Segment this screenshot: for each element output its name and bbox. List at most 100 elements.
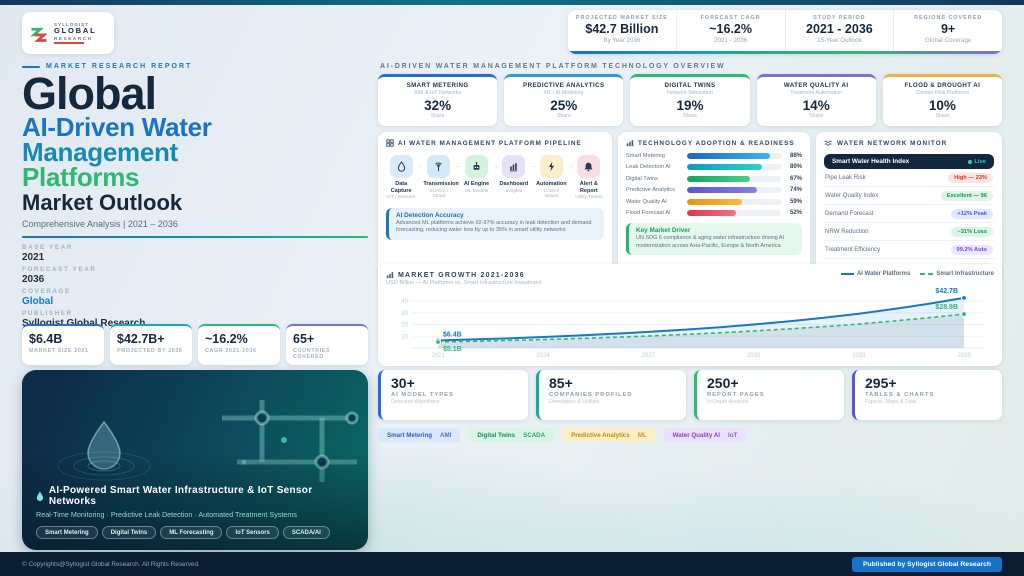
monitor-panel: WATER NETWORK MONITOR Smart Water Health…: [816, 132, 1002, 283]
tech-card-digital-twins: DIGITAL TWINS Network Simulation 19% Sha…: [630, 74, 750, 126]
title-line-market-outlook: Market Outlook: [22, 190, 183, 215]
footer-bar: © Copyrights@Syllogist Global Research. …: [0, 552, 1024, 576]
svg-text:2030: 2030: [747, 353, 761, 359]
pipeline-heading: AI WATER MANAGEMENT PLATFORM PIPELINE: [398, 139, 582, 147]
tech-card-value: 19%: [676, 98, 704, 113]
status-badge: +12% Peak: [951, 208, 993, 219]
scope-stat-ai-models: 30+ AI MODEL TYPES Detection Algorithms: [378, 370, 528, 420]
tech-card-name: WATER QUALITY AI: [783, 82, 849, 89]
key-market-driver-note: Key Market Driver UN SDG 6 compliance & …: [626, 223, 802, 256]
health-index-bar: Smart Water Health Index Live: [824, 154, 994, 169]
tech-card-sub: AMI & IoT Networks: [414, 90, 462, 96]
adoption-bar-row: Digital Twins 67%: [626, 175, 802, 182]
left-column: SYLLOGIST GLOBAL RESEARCH MARKET RESEARC…: [22, 12, 368, 552]
chart-icon: [386, 272, 394, 279]
report-scope-stats: 30+ AI MODEL TYPES Detection Algorithms …: [378, 370, 1002, 420]
bars-icon: [626, 140, 634, 147]
hero-chip: Digital Twins: [101, 526, 157, 539]
arrow-icon: →: [416, 163, 424, 170]
published-by-button[interactable]: Published by Syllogist Global Research: [851, 556, 1002, 572]
tech-card-name: PREDICTIVE ANALYTICS: [523, 82, 605, 89]
hero-title: AI-Powered Smart Water Infrastructure & …: [48, 485, 313, 507]
adoption-bar-row: Flood Forecast AI 52%: [626, 210, 802, 216]
waves-icon: [824, 140, 832, 146]
stat-label: PROJECTED BY 2036: [117, 348, 183, 354]
tech-card-smart-metering: SMART METERING AMI & IoT Networks 32% Sh…: [378, 74, 498, 126]
tech-card-predictive-analytics: PREDICTIVE ANALYTICS ML / AI Modeling 25…: [504, 74, 624, 126]
meta-value: 2036: [22, 274, 45, 285]
header-stat-sub: 2021 - 2036: [714, 37, 748, 44]
logo-name-mid: GLOBAL: [54, 26, 97, 36]
title-line-global: Global: [22, 68, 157, 119]
status-badge: High — 23%: [948, 172, 993, 183]
tech-card-value: 25%: [550, 98, 578, 113]
arrow-icon: →: [491, 163, 499, 170]
tech-card-share: Share: [935, 113, 950, 119]
svg-text:2024: 2024: [537, 353, 551, 359]
meta-label: COVERAGE: [22, 288, 71, 295]
tech-card-value: 14%: [802, 98, 830, 113]
svg-text:10: 10: [401, 334, 408, 340]
bell-icon: [584, 162, 593, 172]
adoption-bar-row: Leak Detection AI 80%: [626, 164, 802, 170]
copyright-text: © Copyrights@Syllogist Global Research. …: [22, 560, 200, 568]
meta-value-publisher: Syllogist Global Research: [22, 318, 368, 329]
monitor-row: NRW Reduction −31% Loss: [824, 223, 994, 241]
syllogist-logo-icon: [30, 27, 48, 42]
droplet-icon: [397, 161, 405, 172]
stat-card-projected: $42.7B+ PROJECTED BY 2036: [110, 324, 192, 365]
header-stat-value: ~16.2%: [709, 22, 752, 36]
status-badge: −31% Loss: [951, 226, 993, 237]
meta-value: 2021: [22, 252, 45, 263]
meta-label: BASE YEAR: [22, 244, 74, 251]
svg-text:2036: 2036: [957, 353, 971, 359]
svg-text:$5.1B: $5.1B: [443, 346, 462, 353]
chart-title: MARKET GROWTH 2021-2036: [398, 271, 525, 279]
pipeline-steps: Data Capture IoT / Sensors → Transm: [386, 155, 604, 201]
antenna-icon: [435, 162, 443, 172]
svg-text:20: 20: [401, 323, 408, 329]
stat-label: MARKET SIZE 2021: [29, 348, 89, 354]
logo-rule: [54, 42, 84, 44]
bar-chart-icon: [510, 163, 518, 172]
svg-text:2033: 2033: [852, 353, 866, 359]
arrow-icon: →: [529, 163, 537, 170]
stat-value: ~16.2%: [205, 332, 248, 346]
hero-chip: SCADA/AI: [282, 526, 330, 539]
droplet-icon: [36, 491, 44, 501]
scope-stat-companies: 85+ COMPANIES PROFILED Developers & Util…: [536, 370, 686, 420]
title-line-management: Management: [22, 137, 178, 167]
monitor-row: Water Quality Index Excellent — 96: [824, 187, 994, 205]
header-stat-sub: Global Coverage: [924, 37, 972, 44]
hero-panel: AI-Powered Smart Water Infrastructure & …: [22, 370, 368, 550]
lightning-icon: [548, 161, 555, 172]
tag-water-quality-ai: Water Quality AI IoT: [663, 428, 747, 442]
stat-value: $6.4B: [29, 332, 63, 346]
pipeline-step-transmission: Transmission SCADA / Cloud: [423, 155, 459, 200]
header-stat-sub: 15-Year Outlook: [817, 37, 862, 44]
monitor-row: Pipe Leak Risk High — 23%: [824, 169, 994, 187]
scope-stat-tables: 295+ TABLES & CHARTS Figures, Maps & Dat…: [852, 370, 1002, 420]
tech-card-water-quality-ai: WATER QUALITY AI Treatment Automation 14…: [756, 74, 876, 126]
adoption-bar-row: Smart Metering 88%: [626, 152, 802, 159]
title-line-ai-driven-water: AI-Driven Water: [22, 112, 212, 142]
tech-card-share: Share: [682, 113, 698, 119]
legend-swatch-dashed: [920, 273, 934, 275]
adoption-bars: Smart Metering 88% Leak Detection AI 80%…: [626, 152, 802, 216]
meta-label: PUBLISHER: [22, 310, 73, 317]
market-growth-panel: MARKET GROWTH 2021-2036 USD Billion — AI…: [378, 264, 1002, 366]
stat-card-market-size: $6.4B MARKET SIZE 2021: [22, 324, 104, 365]
chart-subtitle: USD Billion — AI Platforms vs. Smart Inf…: [386, 280, 542, 286]
hero-chip: Smart Metering: [36, 526, 98, 539]
hero-subtitle: Real-Time Monitoring · Predictive Leak D…: [36, 510, 297, 519]
section-label: AI-DRIVEN WATER MANAGEMENT PLATFORM TECH…: [380, 63, 726, 70]
header-stat-label: PROJECTED MARKET SIZE: [575, 15, 668, 21]
stat-value: 65+: [293, 332, 315, 346]
tag-smart-metering: Smart Metering AMI: [378, 428, 461, 442]
monitor-row: Demand Forecast +12% Peak: [824, 205, 994, 223]
pipeline-step-alert-report: Alert & Report Utility Teams: [574, 155, 604, 201]
stat-value: $42.7B+: [117, 332, 165, 346]
hero-shade: [22, 370, 368, 550]
